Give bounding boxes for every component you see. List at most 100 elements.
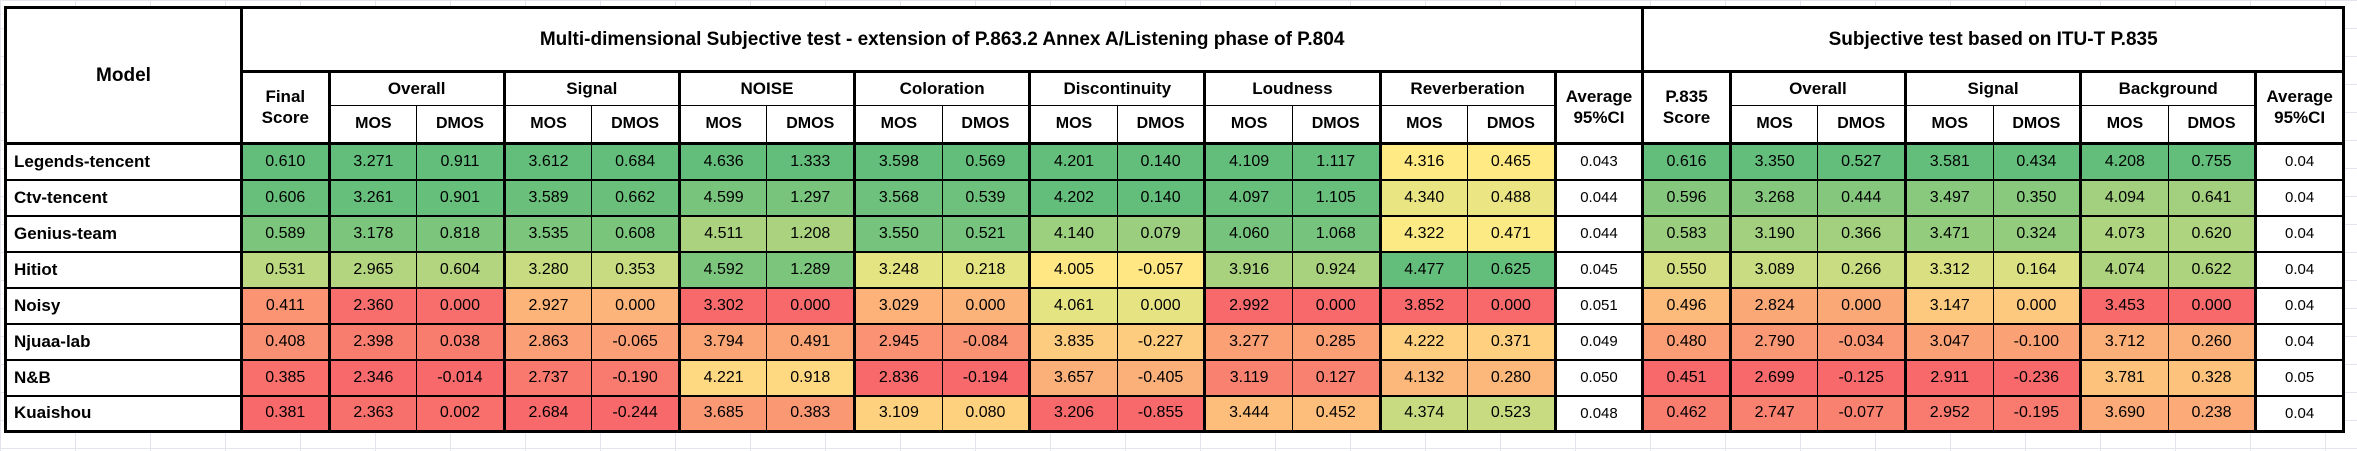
section-header-row: Model Multi-dimensional Subjective test … — [5, 7, 2344, 145]
model-name: Njuaa-lab — [5, 323, 242, 361]
cell-reverberation_dmos: 0.625 — [1467, 251, 1556, 289]
cell-final_score: 0.606 — [240, 179, 330, 217]
cell-signal_mos: 2.863 — [502, 323, 592, 361]
cell-loudness_dmos: 1.068 — [1291, 215, 1381, 253]
cell-avg_95ci_right: 0.04 — [2254, 143, 2344, 181]
cell-coloration_dmos: 0.000 — [941, 287, 1030, 325]
cell-final_score: 0.385 — [240, 359, 330, 397]
cell-signal_mos: 3.589 — [502, 179, 592, 217]
cell-reverberation_dmos: 0.523 — [1467, 395, 1556, 433]
cell-coloration_dmos: 0.521 — [941, 215, 1030, 253]
subheader-coloration_dmos: DMOS — [941, 105, 1030, 145]
cell-reverberation_mos: 4.222 — [1378, 323, 1468, 361]
cell-discontinuity_dmos: -0.057 — [1116, 251, 1205, 289]
cell-reverberation_dmos: 0.488 — [1467, 179, 1556, 217]
cell-overall_mos: 3.271 — [327, 143, 417, 181]
cell-overall_mos: 3.261 — [327, 179, 417, 217]
header-line: Score — [261, 107, 309, 127]
cell-overall_dmos: 0.911 — [416, 143, 505, 181]
col-header-overall: Overall — [327, 71, 505, 106]
cell-avg_95ci_left: 0.044 — [1553, 179, 1643, 217]
cell-background_mos: 3.712 — [2079, 323, 2169, 361]
subheader-background_mos: MOS — [2079, 105, 2169, 145]
cell-loudness_dmos: 0.285 — [1291, 323, 1381, 361]
group-header-row: Final Score Overall Signal NOISE Colorat… — [6, 71, 2344, 145]
cell-p835_signal_dmos: -0.236 — [1992, 359, 2081, 397]
cell-coloration_mos: 2.836 — [853, 359, 943, 397]
cell-background_dmos: 0.755 — [2167, 143, 2256, 181]
model-name: Hitiot — [5, 251, 242, 289]
cell-p835_signal_mos: 3.581 — [1903, 143, 1994, 181]
model-name: Ctv-tencent — [5, 179, 242, 217]
cell-avg_95ci_left: 0.044 — [1553, 215, 1643, 253]
cell-loudness_dmos: 0.452 — [1291, 395, 1381, 433]
cell-background_mos: 4.074 — [2079, 251, 2169, 289]
cell-noise_dmos: 0.383 — [766, 395, 855, 433]
subheader-overall_mos: MOS — [327, 105, 417, 145]
header-line: 95%CI — [1573, 107, 1625, 127]
cell-p835_signal_dmos: 0.000 — [1992, 287, 2081, 325]
cell-avg_95ci_right: 0.04 — [2254, 251, 2344, 289]
cell-p835_score: 0.496 — [1641, 287, 1731, 325]
cell-p835_signal_mos: 2.952 — [1903, 395, 1994, 433]
cell-p835_signal_mos: 2.911 — [1903, 359, 1994, 397]
cell-signal_mos: 2.684 — [502, 395, 592, 433]
cell-discontinuity_mos: 4.061 — [1028, 287, 1118, 325]
cell-loudness_dmos: 0.000 — [1291, 287, 1381, 325]
cell-loudness_mos: 3.119 — [1203, 359, 1293, 397]
cell-noise_dmos: 1.297 — [766, 179, 855, 217]
subheader-overall_dmos: DMOS — [416, 105, 505, 145]
cell-loudness_dmos: 0.127 — [1291, 359, 1381, 397]
cell-p835_overall_dmos: -0.034 — [1817, 323, 1906, 361]
cell-coloration_dmos: 0.569 — [941, 143, 1030, 181]
cell-discontinuity_mos: 3.657 — [1028, 359, 1118, 397]
cell-background_mos: 3.453 — [2079, 287, 2169, 325]
subheader-noise_dmos: DMOS — [766, 105, 855, 145]
cell-p835_signal_mos: 3.147 — [1903, 287, 1994, 325]
cell-p835_score: 0.462 — [1641, 395, 1731, 433]
cell-p835_signal_dmos: 0.434 — [1992, 143, 2081, 181]
cell-p835_overall_mos: 2.699 — [1728, 359, 1818, 397]
subheader-background_dmos: DMOS — [2167, 105, 2256, 145]
cell-background_mos: 4.208 — [2079, 143, 2169, 181]
col-header-model: Model — [5, 7, 242, 145]
cell-final_score: 0.411 — [240, 287, 330, 325]
cell-avg_95ci_right: 0.04 — [2254, 179, 2344, 217]
cell-noise_dmos: 0.000 — [766, 287, 855, 325]
cell-discontinuity_dmos: -0.405 — [1116, 359, 1205, 397]
cell-avg_95ci_left: 0.049 — [1553, 323, 1643, 361]
header-line: Final — [265, 87, 306, 107]
cell-p835_overall_dmos: -0.125 — [1817, 359, 1906, 397]
cell-coloration_mos: 3.248 — [853, 251, 943, 289]
cell-overall_dmos: 0.038 — [416, 323, 505, 361]
cell-p835_overall_dmos: 0.527 — [1817, 143, 1906, 181]
cell-p835_signal_mos: 3.312 — [1903, 251, 1994, 289]
cell-avg_95ci_left: 0.048 — [1553, 395, 1643, 433]
cell-discontinuity_mos: 4.005 — [1028, 251, 1118, 289]
cell-coloration_mos: 3.109 — [853, 395, 943, 433]
cell-p835_signal_mos: 3.471 — [1903, 215, 1994, 253]
mos-dmos-header-row: MOS DMOS MOS DMOS MOS DMOS MOS DMOS MOS DMOS MOS DM… — [6, 105, 2344, 145]
subheader-signal_mos: MOS — [502, 105, 592, 145]
model-name: Noisy — [5, 287, 242, 325]
table-header: Model Multi-dimensional Subjective test … — [5, 7, 2344, 145]
cell-avg_95ci_right: 0.04 — [2254, 323, 2344, 361]
cell-signal_mos: 3.280 — [502, 251, 592, 289]
cell-final_score: 0.589 — [240, 215, 330, 253]
cell-overall_mos: 2.363 — [327, 395, 417, 433]
subheader-p835_overall_dmos: DMOS — [1817, 105, 1906, 145]
subheader-noise_mos: MOS — [677, 105, 767, 145]
cell-background_dmos: 0.238 — [2167, 395, 2256, 433]
cell-loudness_mos: 4.060 — [1203, 215, 1293, 253]
cell-final_score: 0.408 — [240, 323, 330, 361]
subheader-loudness_dmos: DMOS — [1291, 105, 1381, 145]
cell-noise_dmos: 0.491 — [766, 323, 855, 361]
cell-reverberation_dmos: 0.000 — [1467, 287, 1556, 325]
cell-reverberation_dmos: 0.371 — [1467, 323, 1556, 361]
cell-p835_overall_mos: 3.089 — [1728, 251, 1818, 289]
cell-avg_95ci_left: 0.051 — [1553, 287, 1643, 325]
cell-signal_mos: 2.737 — [502, 359, 592, 397]
cell-discontinuity_mos: 3.835 — [1028, 323, 1118, 361]
cell-signal_dmos: 0.684 — [591, 143, 680, 181]
cell-overall_mos: 2.360 — [327, 287, 417, 325]
